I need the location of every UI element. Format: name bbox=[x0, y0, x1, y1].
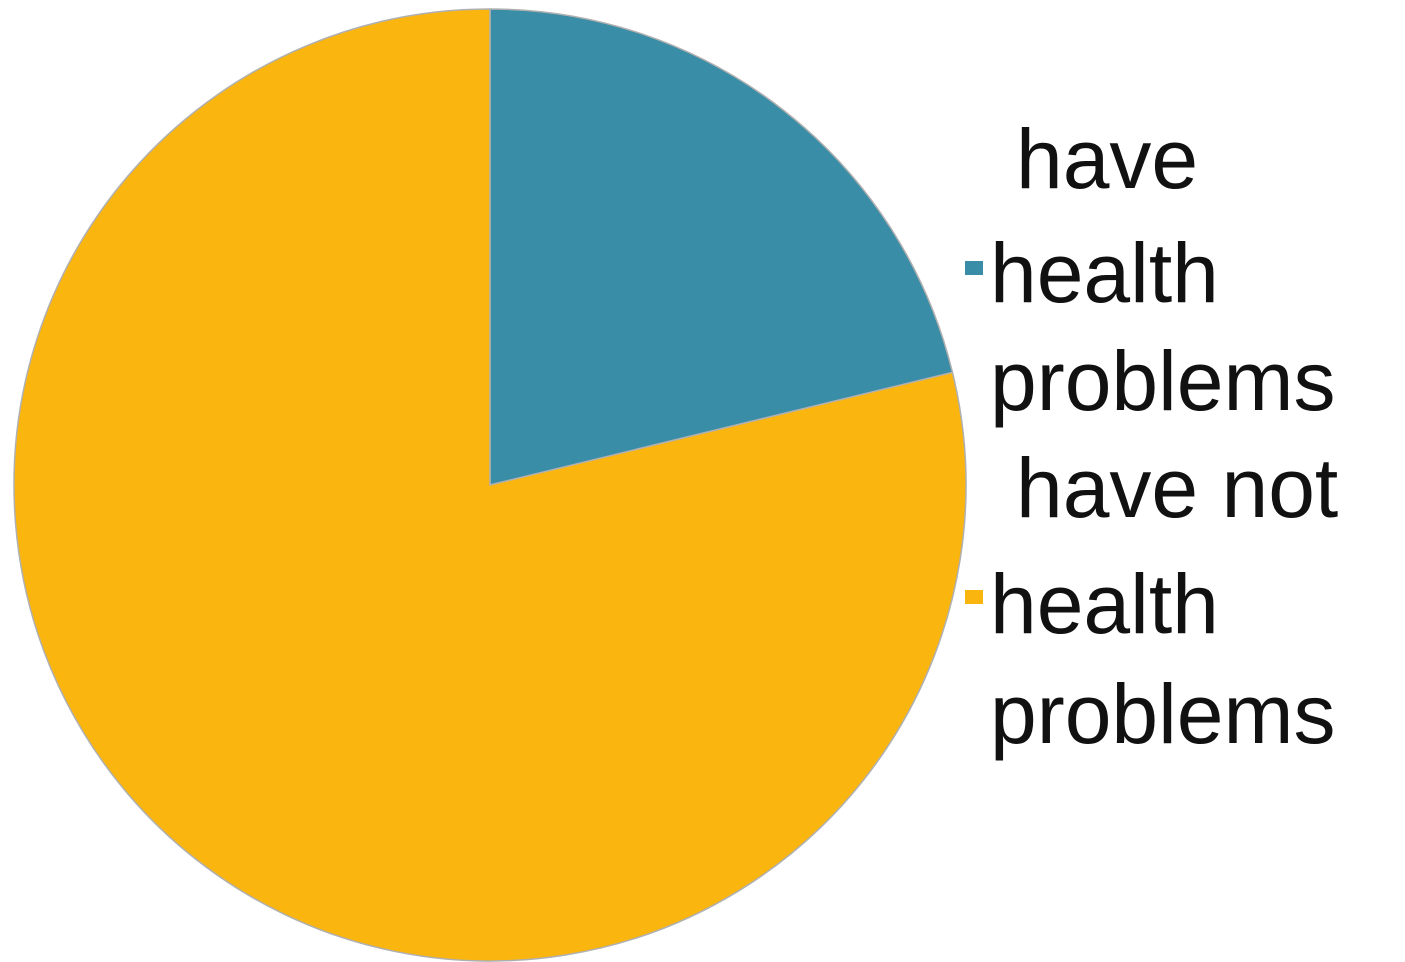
legend-label-line: problems bbox=[990, 334, 1335, 428]
pie-slices bbox=[13, 8, 967, 962]
pie-slice-2 bbox=[13, 8, 967, 962]
legend-label-line: have not bbox=[1016, 441, 1338, 535]
legend-label-line: problems bbox=[990, 667, 1335, 761]
legend-item-2: have not health problems bbox=[965, 441, 1338, 761]
legend-label-line: health bbox=[990, 557, 1219, 651]
legend-item-1: have health problems bbox=[965, 112, 1335, 428]
legend-swatch bbox=[965, 261, 983, 275]
legend: have health problems have not health problems bbox=[965, 112, 1338, 761]
legend-label-line: have bbox=[1016, 112, 1198, 206]
legend-swatch bbox=[965, 590, 983, 604]
legend-label-line: health bbox=[990, 226, 1219, 320]
pie-slice-1 bbox=[489, 8, 954, 486]
